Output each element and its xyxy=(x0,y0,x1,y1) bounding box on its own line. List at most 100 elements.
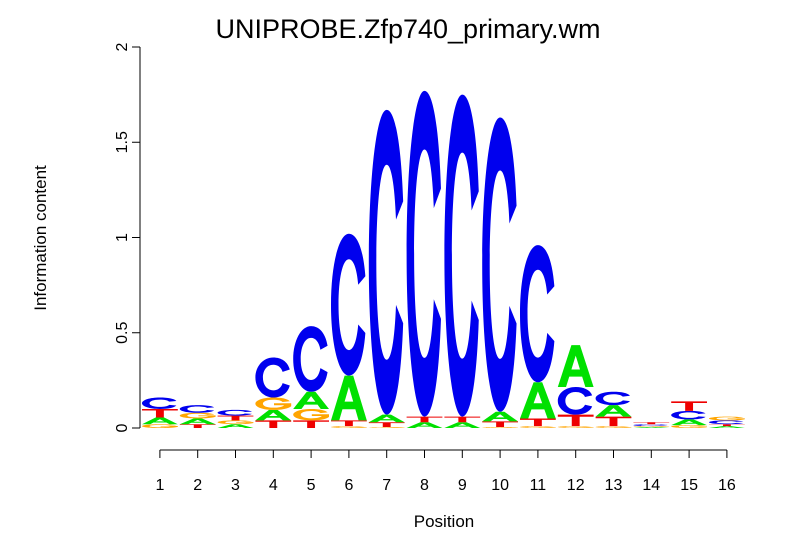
letter-G-glyph xyxy=(179,412,216,419)
letter-A-glyph xyxy=(482,411,518,422)
letter-G-glyph xyxy=(557,426,594,428)
letter-C xyxy=(217,409,252,416)
x-tick-label: 14 xyxy=(642,477,660,494)
letter-C xyxy=(520,245,555,383)
letter-C-glyph xyxy=(142,397,177,409)
letter-T xyxy=(444,416,481,423)
letter-G xyxy=(595,426,632,428)
letter-G xyxy=(142,424,178,428)
letter-C xyxy=(406,90,441,417)
chart-title: UNIPROBE.Zfp740_primary.wm xyxy=(215,14,600,44)
letter-T xyxy=(671,401,707,411)
letter-G-glyph xyxy=(293,408,329,421)
x-tick-label: 11 xyxy=(530,477,547,494)
x-tick-label: 1 xyxy=(155,477,164,494)
y-axis-label: Information content xyxy=(31,165,50,311)
letter-C-glyph xyxy=(331,233,366,376)
logo-column-3 xyxy=(217,409,254,428)
x-tick-label: 13 xyxy=(605,477,623,494)
letter-T xyxy=(293,420,329,428)
letter-C xyxy=(671,410,706,420)
letter-C-glyph xyxy=(595,391,630,406)
letter-G xyxy=(520,426,556,428)
logo-column-8 xyxy=(406,90,443,428)
letter-C xyxy=(709,420,744,425)
letter-A-glyph xyxy=(368,414,405,423)
letter-C xyxy=(557,387,593,415)
logo-columns xyxy=(142,90,745,428)
letter-A-glyph xyxy=(142,417,178,425)
letter-G-glyph xyxy=(331,426,367,428)
letter-T-glyph xyxy=(142,408,178,418)
letter-G xyxy=(633,426,670,428)
logo-column-1 xyxy=(142,397,178,428)
letter-C xyxy=(331,233,366,376)
letter-A-glyph xyxy=(671,419,707,426)
y-tick-label: 0.5 xyxy=(114,322,131,344)
logo-column-10 xyxy=(482,117,518,428)
letter-A xyxy=(633,427,670,428)
letter-A-glyph xyxy=(331,375,367,421)
letter-T xyxy=(406,416,443,423)
letter-T-glyph xyxy=(520,418,556,427)
letter-C-glyph xyxy=(557,387,593,415)
letter-G-glyph xyxy=(595,426,632,428)
letter-T xyxy=(331,420,367,427)
letter-T-glyph xyxy=(179,424,216,428)
letter-A-glyph xyxy=(444,422,481,428)
x-tick-label: 8 xyxy=(420,477,429,494)
y-axis: 0 0.5 1 1.5 2 xyxy=(114,42,141,432)
letter-T xyxy=(482,421,518,428)
letter-A xyxy=(595,405,632,417)
letter-A-glyph xyxy=(293,391,329,409)
letter-A-glyph xyxy=(217,424,254,428)
letter-C-glyph xyxy=(368,109,404,415)
y-tick-label: 2 xyxy=(114,42,131,51)
letter-A xyxy=(368,414,405,423)
letter-T-glyph xyxy=(444,416,481,423)
letter-A-glyph xyxy=(633,427,670,428)
letter-G-glyph xyxy=(217,420,254,425)
letter-C xyxy=(293,326,328,392)
logo-column-15 xyxy=(671,401,707,428)
letter-A xyxy=(293,391,329,409)
letter-C-glyph xyxy=(406,90,441,417)
letter-C xyxy=(142,397,177,409)
letter-C xyxy=(444,94,479,417)
letter-A xyxy=(520,382,556,419)
letter-G xyxy=(482,427,518,428)
letter-T xyxy=(557,414,594,427)
logo-column-13 xyxy=(595,391,632,428)
letter-G-glyph xyxy=(633,426,670,428)
letter-G-glyph xyxy=(142,424,178,428)
letter-T xyxy=(633,422,670,425)
letter-T-glyph xyxy=(709,424,745,427)
letter-A xyxy=(482,411,518,422)
logo-column-9 xyxy=(444,94,481,428)
letter-T xyxy=(255,420,292,428)
letter-A-glyph xyxy=(709,426,745,428)
x-tick-label: 9 xyxy=(458,477,467,494)
letter-G xyxy=(368,427,405,428)
logo-column-2 xyxy=(179,405,216,428)
letter-C-glyph xyxy=(520,245,555,383)
logo-column-12 xyxy=(557,345,594,428)
letter-C xyxy=(179,405,215,413)
x-tick-label: 3 xyxy=(231,477,240,494)
y-tick-label: 0 xyxy=(114,423,131,432)
letter-C-glyph xyxy=(293,326,328,392)
letter-T xyxy=(179,424,216,428)
letter-G-glyph xyxy=(368,427,405,428)
letter-T-glyph xyxy=(217,415,254,421)
letter-G xyxy=(293,408,329,421)
letter-T-glyph xyxy=(557,414,594,427)
letter-T-glyph xyxy=(595,416,632,427)
letter-G-glyph xyxy=(671,425,707,428)
letter-A xyxy=(406,422,443,428)
letter-C-glyph xyxy=(671,410,706,420)
letter-T-glyph xyxy=(482,421,518,428)
logo-column-4 xyxy=(255,357,292,428)
x-tick-label: 12 xyxy=(567,477,585,494)
letter-A-glyph xyxy=(255,409,292,421)
